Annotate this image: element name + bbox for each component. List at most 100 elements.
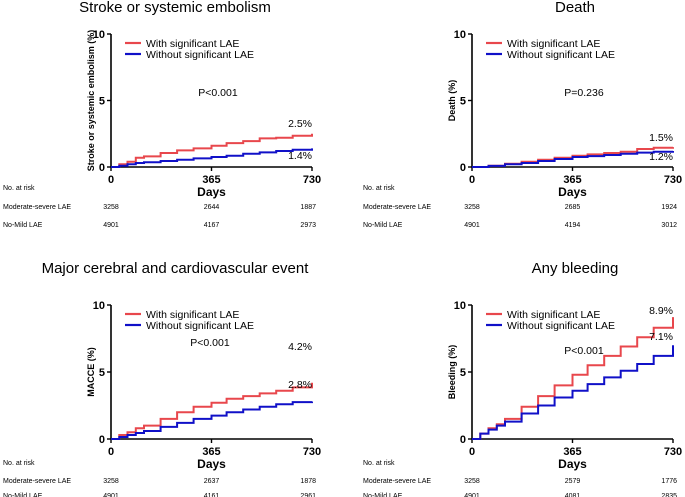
risk-row-label: No-Mild LAE (3, 222, 43, 229)
y-axis-label: Bleeding (%) (447, 345, 457, 400)
end-percent-label: 1.2% (649, 151, 673, 163)
y-tick-label: 10 (93, 29, 105, 41)
panel-3: Major cerebral and cardiovascular event 0… (3, 260, 321, 497)
panel-title: Stroke or systemic embolism (79, 0, 271, 16)
risk-table-heading: No. at risk (363, 460, 395, 467)
x-axis-label: Days (197, 185, 226, 199)
risk-row-label: No-Mild LAE (363, 222, 403, 229)
risk-count: 4167 (204, 222, 220, 229)
y-tick-label: 5 (460, 96, 466, 108)
y-tick-label: 5 (99, 367, 105, 379)
panel-title: Major cerebral and cardiovascular event (42, 260, 310, 277)
risk-count: 1776 (661, 478, 677, 485)
legend-label: Without significant LAE (507, 320, 615, 332)
km-curve-with-lae (472, 317, 674, 440)
km-curve-without-lae (111, 148, 313, 168)
km-curve-with-lae (111, 382, 313, 440)
y-tick-label: 5 (460, 367, 466, 379)
end-percent-label: 4.2% (288, 341, 312, 353)
y-tick-label: 10 (454, 300, 466, 312)
x-tick-label: 0 (108, 446, 114, 458)
x-axis-label: Days (197, 457, 226, 471)
risk-table-heading: No. at risk (3, 460, 35, 467)
y-tick-label: 10 (454, 29, 466, 41)
y-tick-label: 5 (99, 96, 105, 108)
risk-count: 4901 (464, 222, 480, 229)
risk-count: 3258 (464, 204, 480, 211)
panel-2: Death 0 5 10 0 365 730 Days Death (%) With signif… (363, 0, 682, 229)
y-tick-label: 10 (93, 300, 105, 312)
x-axis-label: Days (558, 185, 587, 199)
y-tick-label: 0 (99, 434, 105, 446)
risk-table-heading: No. at risk (3, 185, 35, 192)
legend-label: Without significant LAE (507, 49, 615, 61)
y-axis-label: MACCE (%) (86, 347, 96, 397)
x-tick-label: 365 (202, 446, 220, 458)
risk-count: 3258 (103, 204, 119, 211)
end-percent-label: 8.9% (649, 305, 673, 317)
x-tick-label: 0 (469, 174, 475, 186)
y-axis-label: Stroke or systemic embolism (%) (86, 30, 96, 172)
risk-row-label: No-Mild LAE (363, 493, 403, 497)
risk-count: 2579 (565, 478, 581, 485)
legend-label: With significant LAE (146, 38, 239, 50)
risk-count: 2644 (204, 204, 220, 211)
risk-count: 4901 (103, 222, 119, 229)
panel-4: Any bleeding 0 5 10 0 365 730 Days Bleeding (%) W… (363, 260, 682, 497)
x-tick-label: 365 (563, 446, 581, 458)
risk-table-heading: No. at risk (363, 185, 395, 192)
panel-title: Death (555, 0, 595, 16)
panel-title: Any bleeding (532, 260, 619, 277)
risk-count: 2685 (565, 204, 581, 211)
legend-label: With significant LAE (507, 38, 600, 50)
risk-count: 4901 (464, 493, 480, 497)
x-axis-label: Days (558, 457, 587, 471)
risk-count: 3258 (464, 478, 480, 485)
km-curve-without-lae (472, 345, 674, 440)
risk-count: 2835 (661, 493, 677, 497)
end-percent-label: 2.5% (288, 118, 312, 130)
risk-count: 2961 (300, 493, 316, 497)
risk-count: 4161 (204, 493, 220, 497)
km-curve-without-lae (472, 150, 674, 168)
x-tick-label: 365 (202, 174, 220, 186)
legend-label: Without significant LAE (146, 320, 254, 332)
x-tick-label: 365 (563, 174, 581, 186)
risk-count: 4901 (103, 493, 119, 497)
legend-label: With significant LAE (146, 309, 239, 321)
x-tick-label: 730 (303, 446, 321, 458)
risk-row-label: Moderate-severe LAE (3, 478, 71, 485)
end-percent-label: 7.1% (649, 331, 673, 343)
risk-count: 1887 (300, 204, 316, 211)
x-tick-label: 730 (303, 174, 321, 186)
x-tick-label: 730 (664, 446, 682, 458)
risk-count: 1878 (300, 478, 316, 485)
risk-row-label: Moderate-severe LAE (3, 204, 71, 211)
p-value: P=0.236 (564, 87, 604, 99)
end-percent-label: 1.4% (288, 150, 312, 162)
risk-count: 3258 (103, 478, 119, 485)
p-value: P<0.001 (198, 87, 238, 99)
km-curve-with-lae (111, 133, 313, 168)
x-tick-label: 0 (469, 446, 475, 458)
y-axis-label: Death (%) (447, 80, 457, 122)
y-tick-label: 0 (460, 434, 466, 446)
risk-row-label: No-Mild LAE (3, 493, 43, 497)
end-percent-label: 2.8% (288, 379, 312, 391)
km-curve-without-lae (111, 401, 313, 440)
risk-count: 2973 (300, 222, 316, 229)
risk-count: 4194 (565, 222, 581, 229)
legend-label: With significant LAE (507, 309, 600, 321)
end-percent-label: 1.5% (649, 132, 673, 144)
risk-count: 2637 (204, 478, 220, 485)
risk-count: 3012 (661, 222, 677, 229)
p-value: P<0.001 (190, 337, 230, 349)
x-tick-label: 0 (108, 174, 114, 186)
y-tick-label: 0 (99, 162, 105, 174)
panel-1: Stroke or systemic embolism 0 5 10 0 365 730 Da… (3, 0, 321, 229)
risk-count: 4081 (565, 493, 581, 497)
risk-row-label: Moderate-severe LAE (363, 478, 431, 485)
x-tick-label: 730 (664, 174, 682, 186)
risk-count: 1924 (661, 204, 677, 211)
